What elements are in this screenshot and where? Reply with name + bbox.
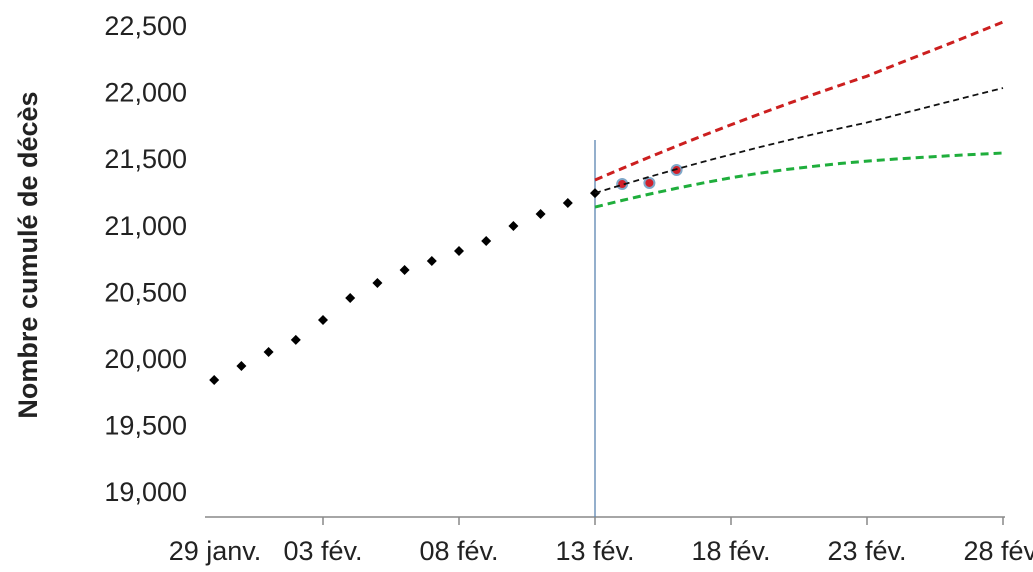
x-tick-label: 08 fév.: [419, 536, 498, 566]
data-point: [508, 220, 519, 231]
x-tick-label: 03 fév.: [283, 536, 362, 566]
x-tick-label: 13 fév.: [555, 536, 634, 566]
projection-line: [594, 151, 1004, 209]
y-tick-label: 21,500: [104, 144, 187, 174]
y-tick-label: 22,500: [104, 11, 187, 41]
y-axis-title: Nombre cumulé de décès: [13, 91, 43, 418]
data-point: [209, 374, 220, 385]
y-tick-label: 19,000: [104, 477, 187, 507]
x-tick-label: 28 fév.: [963, 536, 1033, 566]
projection-line: [594, 87, 1004, 194]
y-tick-label: 20,500: [104, 277, 187, 307]
y-tick-label: 21,000: [104, 211, 187, 241]
x-tick-label: 23 fév.: [827, 536, 906, 566]
y-tick-label: 22,000: [104, 78, 187, 108]
x-tick-label: 29 janv.: [169, 536, 262, 566]
data-point: [562, 198, 573, 209]
data-point: [345, 292, 356, 303]
x-tick-label: 18 fév.: [691, 536, 770, 566]
observed-point: [643, 176, 656, 189]
y-tick-label: 19,500: [104, 411, 187, 441]
data-point: [399, 265, 410, 276]
data-point: [426, 255, 437, 266]
data-point: [372, 277, 383, 288]
projection-line: [594, 20, 1004, 182]
data-point: [290, 334, 301, 345]
data-point: [263, 347, 274, 358]
data-point: [454, 245, 464, 256]
data-point: [236, 361, 247, 372]
data-point: [318, 314, 328, 325]
data-point: [481, 235, 492, 246]
y-tick-label: 20,000: [104, 344, 187, 374]
data-point: [535, 208, 546, 219]
